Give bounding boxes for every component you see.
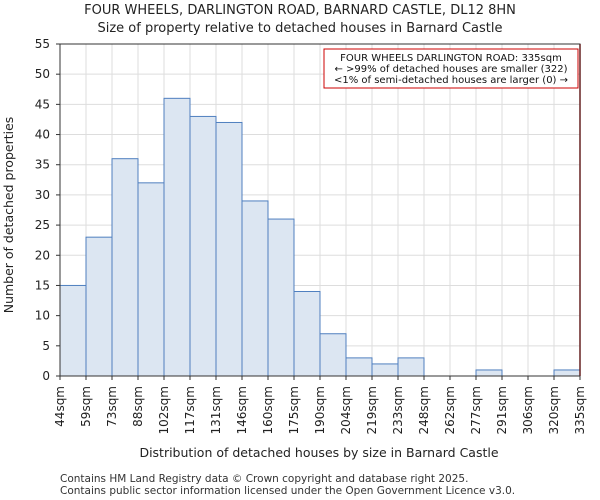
- x-tick-label: 262sqm: [443, 386, 457, 434]
- annotation-line-3: <1% of semi-detached houses are larger (…: [334, 75, 568, 86]
- x-tick-label: 190sqm: [313, 386, 327, 434]
- x-tick-label: 88sqm: [131, 386, 145, 427]
- bar: [137, 182, 165, 377]
- annotation-line-2: ← >99% of detached houses are smaller (3…: [334, 64, 567, 75]
- y-tick-label: 50: [35, 67, 50, 81]
- bar: [397, 357, 425, 377]
- bar: [189, 115, 217, 377]
- x-tick-label: 131sqm: [209, 386, 223, 434]
- annotation-line-1: FOUR WHEELS DARLINGTON ROAD: 335sqm: [340, 53, 562, 64]
- x-tick-label: 59sqm: [79, 386, 93, 427]
- x-tick-label: 219sqm: [365, 386, 379, 434]
- plot-frame: [59, 43, 581, 377]
- bar: [293, 290, 321, 377]
- x-tick-label: 175sqm: [287, 386, 301, 434]
- y-tick-label: 5: [42, 339, 50, 353]
- bar: [267, 218, 295, 377]
- footer-line-1: Contains HM Land Registry data © Crown c…: [60, 473, 468, 485]
- x-tick-label: 117sqm: [183, 386, 197, 434]
- bar: [241, 200, 269, 377]
- x-tick-label: 102sqm: [157, 386, 171, 434]
- y-tick-label: 55: [35, 37, 50, 51]
- x-tick-label: 73sqm: [105, 386, 119, 427]
- y-tick-label: 15: [35, 278, 50, 292]
- y-tick-label: 35: [35, 158, 50, 172]
- bar: [59, 284, 87, 377]
- y-tick-label: 45: [35, 97, 50, 111]
- chart-title: FOUR WHEELS, DARLINGTON ROAD, BARNARD CA…: [84, 3, 516, 18]
- bar: [475, 369, 503, 377]
- y-tick-label: 30: [35, 188, 50, 202]
- y-tick-label: 10: [35, 309, 50, 323]
- footer-line-2: Contains public sector information licen…: [60, 485, 515, 497]
- x-tick-label: 291sqm: [495, 386, 509, 434]
- y-tick-label: 40: [35, 128, 50, 142]
- bar: [163, 97, 191, 377]
- bars: [59, 97, 581, 377]
- y-tick-label: 25: [35, 218, 50, 232]
- x-tick-label: 335sqm: [573, 386, 587, 434]
- annotation-border: [323, 48, 579, 89]
- x-tick-label: 44sqm: [53, 386, 67, 427]
- x-ticks: 44sqm 59sqm 73sqm 88sqm 102sqm 117sqm 131sqm 14…: [53, 376, 587, 434]
- bar: [553, 369, 581, 377]
- bar: [345, 357, 373, 377]
- bar: [111, 158, 139, 377]
- bar: [85, 236, 113, 377]
- bar: [371, 363, 399, 377]
- x-tick-label: 146sqm: [235, 386, 249, 434]
- annotation-box: FOUR WHEELS DARLINGTON ROAD: 335sqm ← >9…: [323, 48, 579, 89]
- bar: [215, 121, 243, 377]
- chart-subtitle: Size of property relative to detached ho…: [97, 21, 502, 36]
- x-tick-label: 277sqm: [469, 386, 483, 434]
- x-tick-label: 306sqm: [521, 386, 535, 434]
- x-tick-label: 248sqm: [417, 386, 431, 434]
- x-tick-label: 233sqm: [391, 386, 405, 434]
- y-ticks: 0 5 10 15 20 25 30 35 40 45 50 55: [35, 37, 60, 383]
- x-axis-label: Distribution of detached houses by size …: [139, 445, 498, 460]
- y-axis-label: Number of detached properties: [1, 117, 16, 314]
- y-tick-label: 0: [42, 369, 50, 383]
- bar: [319, 333, 347, 377]
- x-tick-label: 320sqm: [547, 386, 561, 434]
- x-tick-label: 204sqm: [339, 386, 353, 434]
- y-tick-label: 20: [35, 248, 50, 262]
- x-tick-label: 160sqm: [261, 386, 275, 434]
